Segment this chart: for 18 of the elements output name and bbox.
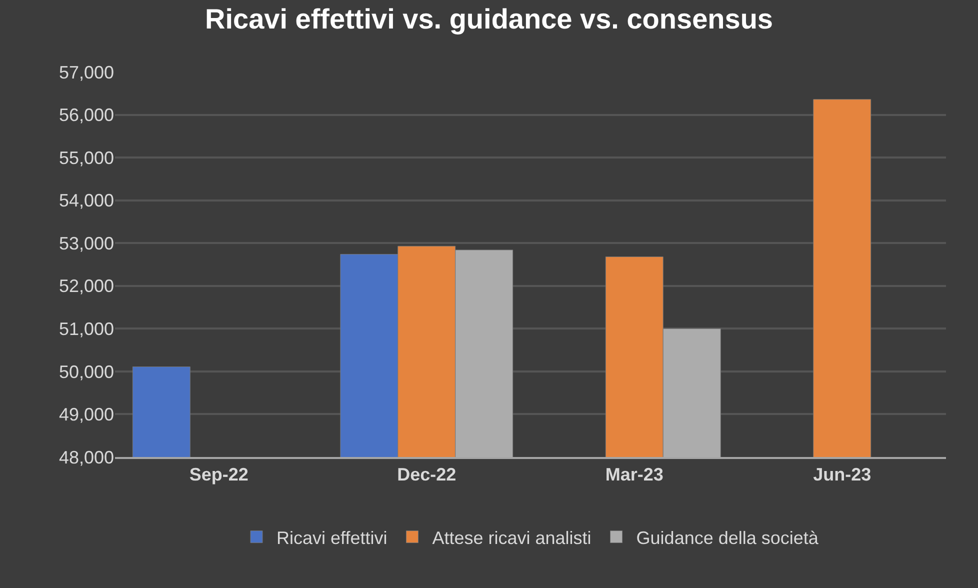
- x-tick-label: Jun-23: [813, 464, 872, 485]
- x-tick-label: Sep-22: [189, 464, 248, 485]
- y-tick-label: 54,000: [58, 190, 114, 211]
- y-tick-label: 51,000: [58, 318, 114, 339]
- y-tick-label: 53,000: [58, 233, 114, 254]
- y-tick-label: 50,000: [58, 362, 114, 382]
- chart-title: Ricavi effettivi vs. guidance vs. consensus: [205, 3, 773, 34]
- y-tick-label: 56,000: [58, 105, 114, 126]
- y-tick-label: 57,000: [58, 62, 114, 82]
- y-tick-label: 49,000: [58, 404, 114, 425]
- y-tick-label: 55,000: [58, 148, 114, 168]
- y-tick-label: 48,000: [58, 447, 114, 468]
- legend-label: Guidance della società: [636, 528, 820, 548]
- legend-label: Attese ricavi analisti: [432, 528, 592, 548]
- legend-label: Ricavi effettivi: [276, 528, 388, 548]
- y-tick-label: 52,000: [58, 276, 114, 296]
- x-tick-label: Dec-22: [397, 464, 456, 485]
- x-tick-label: Mar-23: [605, 464, 664, 485]
